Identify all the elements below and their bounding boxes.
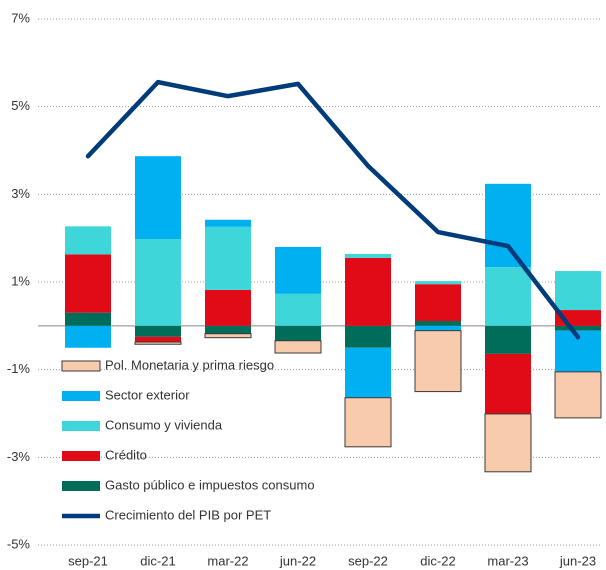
bar-segment [415, 284, 461, 322]
legend-swatch [62, 391, 100, 401]
line-series [85, 79, 581, 340]
bar-segment [65, 226, 111, 255]
bar-segment [135, 325, 181, 337]
bar-segment [204, 333, 252, 339]
bar-segment [485, 353, 531, 414]
y-tick-label: -1% [7, 361, 31, 376]
legend-swatch [62, 421, 100, 431]
bar-segment [415, 325, 461, 331]
bar-segment [484, 413, 532, 473]
bar-segment [345, 257, 391, 326]
bar-segment [345, 253, 391, 258]
x-tick-label: jun-22 [279, 553, 316, 568]
legend-label: Crecimiento del PIB por PET [105, 507, 271, 522]
legend-swatch [62, 481, 100, 491]
y-tick-label: 1% [11, 273, 30, 288]
y-tick-label: 3% [11, 186, 30, 201]
bar-segment [344, 397, 392, 448]
bar-segment [485, 267, 531, 326]
x-tick-label: mar-23 [487, 553, 528, 568]
legend-label: Sector exterior [105, 387, 190, 402]
legend-swatch [61, 360, 101, 372]
bar-segment [345, 325, 391, 348]
bar-segment [205, 289, 251, 326]
bar-segment [135, 239, 181, 326]
x-tick-label: mar-22 [207, 553, 248, 568]
x-tick-label: jun-23 [559, 553, 596, 568]
y-tick-label: -3% [7, 449, 31, 464]
bar-segment [415, 281, 461, 285]
bar-segment [345, 347, 391, 398]
bar-segment [134, 341, 182, 345]
bar-segment [205, 219, 251, 227]
x-tick-label: sep-21 [68, 553, 108, 568]
y-tick-label: -5% [7, 536, 31, 551]
x-tick-label: sep-22 [348, 553, 388, 568]
bar-segment [205, 226, 251, 290]
legend-label: Pol. Monetaria y prima riesgo [105, 357, 274, 372]
x-tick-label: dic-22 [420, 553, 455, 568]
bar-segment [555, 325, 601, 331]
bar-segment [485, 183, 531, 268]
legend-label: Crédito [105, 447, 147, 462]
bar-segment [555, 271, 601, 311]
bar-segment [65, 254, 111, 313]
bar-segment [135, 336, 181, 343]
bar-segment [275, 293, 321, 326]
bar-segment [135, 156, 181, 240]
legend-swatch [62, 451, 100, 461]
bar-segment [485, 325, 531, 354]
y-tick-label: 5% [11, 98, 30, 113]
legend-label: Consumo y vivienda [105, 417, 223, 432]
bar-segment [205, 325, 251, 334]
bar-segment [415, 321, 461, 326]
bar-segment [275, 246, 321, 294]
y-tick-label: 7% [11, 10, 30, 25]
bar-segment [275, 325, 321, 341]
bar-segment [414, 330, 462, 393]
bar-segment [554, 371, 602, 419]
bar-segment [65, 325, 111, 348]
bar-segment [274, 340, 322, 354]
legend-label: Gasto público e impuestos consumo [105, 477, 315, 492]
x-tick-label: dic-21 [140, 553, 175, 568]
bar-segment [65, 312, 111, 326]
